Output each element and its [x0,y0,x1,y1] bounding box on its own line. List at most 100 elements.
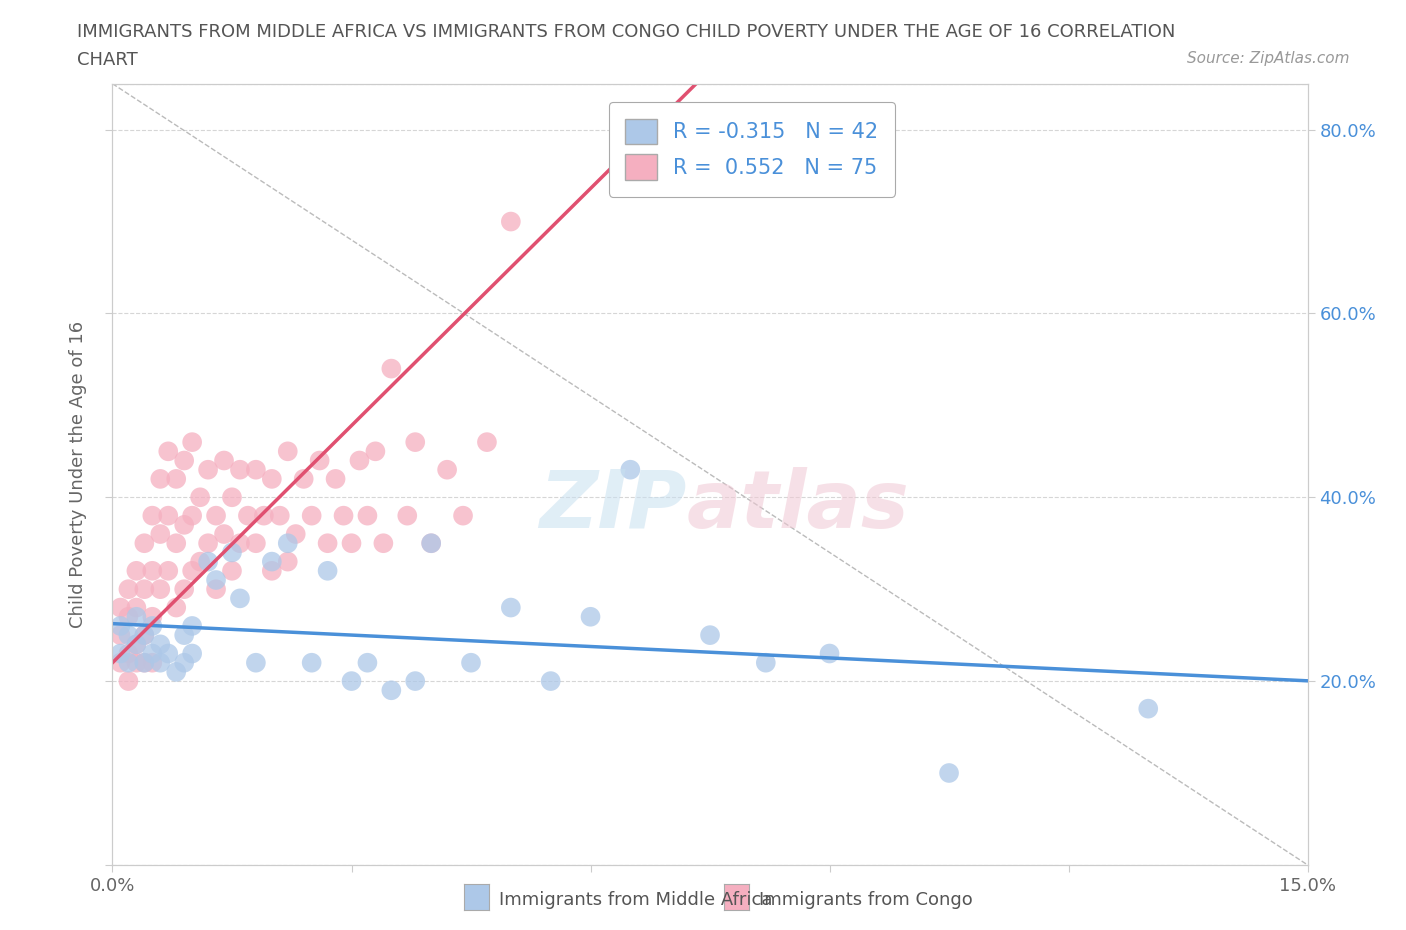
Point [540,673,562,688]
Point [110,628,132,643]
Point [460,656,482,671]
Point [165,536,187,551]
Point [938,765,960,780]
Point [110,600,132,615]
Point [157,508,180,523]
Point [229,591,252,605]
Point [373,536,395,551]
Point [157,646,180,661]
Point [212,453,235,468]
Point [699,628,721,643]
Point [221,564,243,578]
Point [149,582,172,597]
Text: CHART: CHART [77,51,138,69]
Point [212,526,235,541]
Point [117,582,139,597]
Point [755,656,778,671]
Point [125,656,148,671]
Point [277,554,299,569]
Point [117,628,139,643]
Point [205,573,228,588]
Point [349,453,371,468]
Point [308,453,330,468]
Point [134,582,156,597]
Point [229,536,252,551]
Point [117,609,139,624]
Point [380,683,402,698]
Point [253,508,276,523]
Point [110,618,132,633]
Point [404,434,426,449]
Point [165,664,187,679]
Point [380,361,402,376]
Point [141,618,163,633]
Point [110,646,132,661]
Point [149,656,172,671]
Point [173,656,195,671]
Point [205,582,228,597]
Point [420,536,443,551]
Point [197,462,219,477]
Point [141,508,163,523]
Point [117,673,139,688]
Point [260,554,283,569]
Point [134,656,156,671]
Text: Immigrants from Middle Africa: Immigrants from Middle Africa [499,891,773,910]
Point [125,637,148,652]
Point [117,656,139,671]
Point [141,656,163,671]
Point [134,628,156,643]
Point [157,564,180,578]
Text: Immigrants from Congo: Immigrants from Congo [759,891,973,910]
Point [404,673,426,688]
Point [316,536,339,551]
Point [165,600,187,615]
Point [173,453,195,468]
Point [236,508,259,523]
Point [325,472,347,486]
Point [260,472,283,486]
Point [165,472,187,486]
Point [245,462,267,477]
Point [134,628,156,643]
Point [396,508,419,523]
Point [141,646,163,661]
Point [181,434,204,449]
Point [340,673,363,688]
Point [125,600,148,615]
Point [125,637,148,652]
Point [125,564,148,578]
Point [141,564,163,578]
Point [284,526,307,541]
Point [205,508,228,523]
Point [229,462,252,477]
Point [157,444,180,458]
Point [499,214,522,229]
Point [173,517,195,532]
Legend: R = -0.315   N = 42, R =  0.552   N = 75: R = -0.315 N = 42, R = 0.552 N = 75 [609,102,896,196]
Point [149,472,172,486]
Point [134,536,156,551]
Point [173,582,195,597]
Point [1137,701,1160,716]
Point [181,508,204,523]
Point [332,508,354,523]
Text: Source: ZipAtlas.com: Source: ZipAtlas.com [1187,51,1350,66]
Point [173,628,195,643]
Point [292,472,315,486]
Point [356,508,378,523]
Point [316,564,339,578]
Point [125,609,148,624]
Point [188,490,211,505]
Point [364,444,387,458]
Point [301,508,323,523]
Point [245,656,267,671]
Point [117,646,139,661]
Point [197,536,219,551]
Point [134,656,156,671]
Point [110,656,132,671]
Point [420,536,443,551]
Point [277,444,299,458]
Point [221,490,243,505]
Point [141,609,163,624]
